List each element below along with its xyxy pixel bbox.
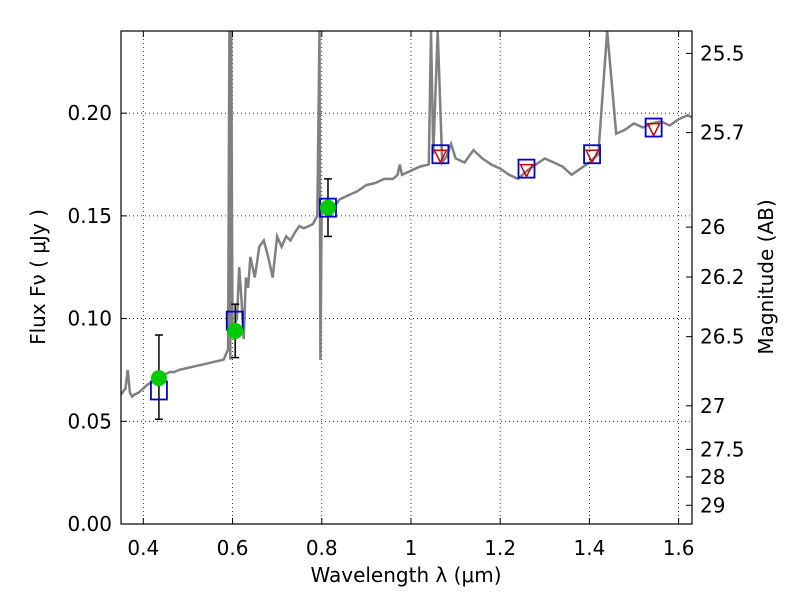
detection-marker: [227, 322, 244, 339]
y-tick-label: 0.10: [67, 307, 112, 331]
model-photometry-square: [431, 144, 450, 165]
detection-marker: [150, 370, 167, 387]
x-tick-label: 0.8: [306, 536, 338, 560]
right-axis-label: Magnitude (AB): [754, 199, 778, 354]
upper-limit-marker: [433, 149, 448, 164]
x-tick-label: 1.2: [484, 536, 516, 560]
y-tick-label: 0.20: [67, 101, 112, 125]
mag-tick-label: 25.5: [700, 41, 745, 65]
mag-tick-label: 26: [700, 215, 725, 239]
mag-tick-label: 27: [700, 394, 725, 418]
grid-lines: [121, 31, 692, 525]
mag-tick-label: 29: [700, 493, 725, 517]
upper-limit-marker: [646, 122, 661, 138]
x-axis-label: Wavelength λ (μm): [310, 563, 501, 587]
mag-tick-label: 27.5: [700, 437, 745, 461]
y-tick-label: 0.05: [67, 409, 112, 433]
x-tick-label: 0.6: [217, 536, 249, 560]
mag-tick-label: 28: [700, 465, 725, 489]
mag-tick-label: 26.5: [700, 325, 745, 349]
model-spectrum-line: [121, 31, 692, 399]
x-tick-label: 1: [405, 536, 418, 560]
x-tick-label: 0.4: [127, 536, 159, 560]
mag-tick-label: 26.2: [700, 265, 745, 289]
plot-frame: [120, 30, 693, 525]
upper-limit-marker: [584, 149, 600, 164]
detection-marker: [319, 199, 336, 216]
upper-limit-marker: [519, 163, 534, 179]
x-tick-label: 1.6: [663, 536, 695, 560]
plot-area: [121, 31, 692, 420]
x-tick-label: 1.4: [573, 536, 605, 560]
y-tick-label: 0.15: [67, 204, 112, 228]
axis-ticks: 0.4 0.6 0.8 1 1.2 1.4 1.6 0.00 0.05 0.10 0.15 0.20 2…: [67, 31, 745, 560]
y-tick-label: 0.00: [67, 512, 112, 536]
mag-tick-label: 25.7: [700, 121, 745, 145]
y-axis-label: Flux Fν ( μJy ): [26, 209, 50, 345]
